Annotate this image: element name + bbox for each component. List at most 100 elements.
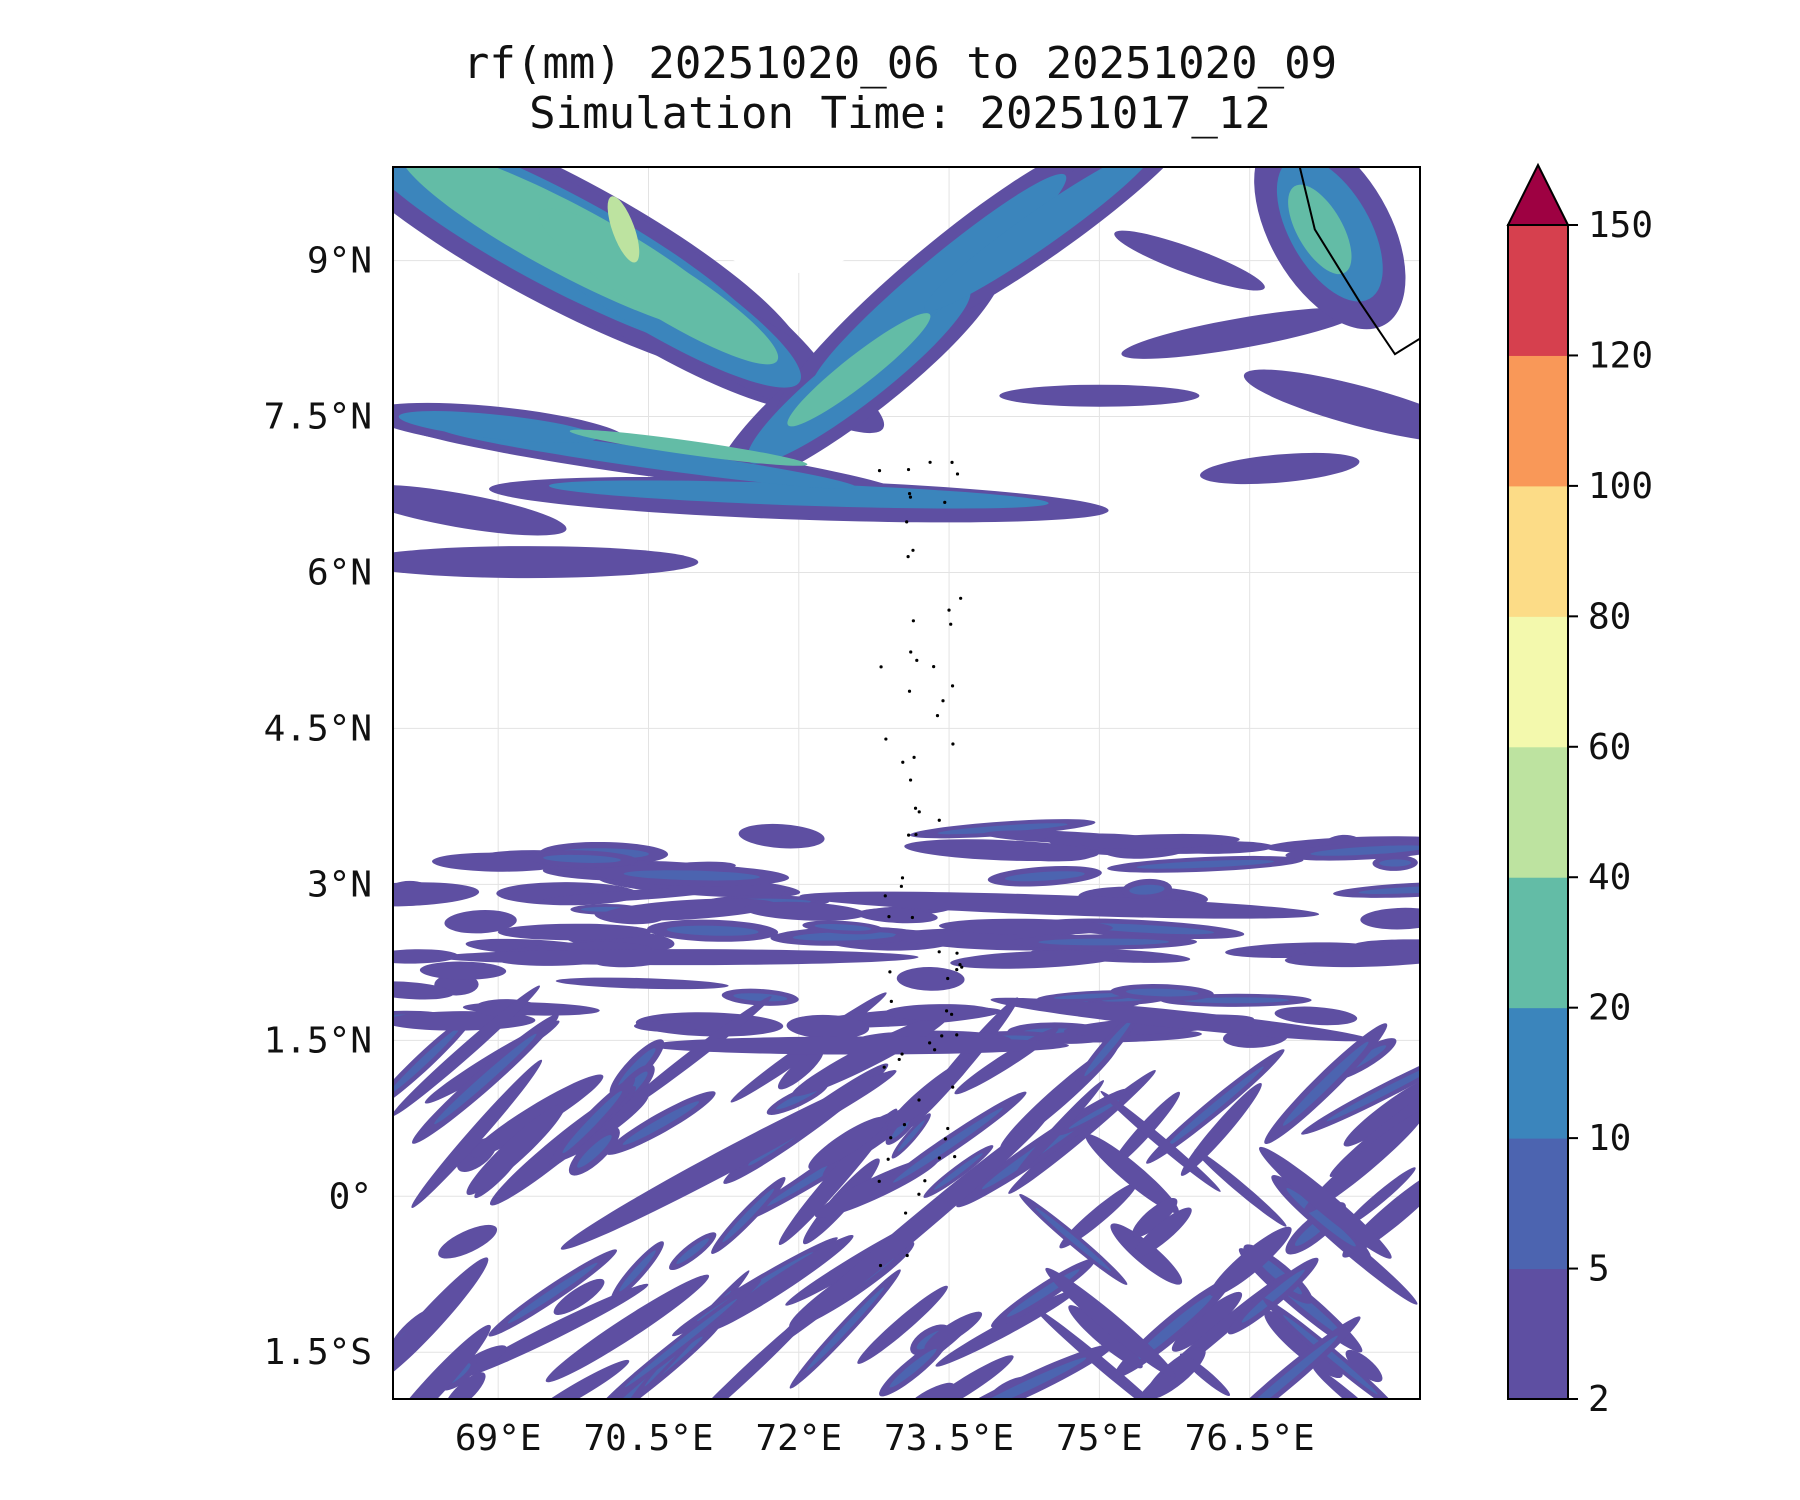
rain-streak-south (466, 1103, 566, 1196)
rain-streak-south-5mm (1310, 845, 1420, 856)
atoll-island (935, 714, 940, 718)
atoll-island (907, 492, 912, 496)
rain-streak-south-5mm (937, 823, 1068, 835)
rain-streak-south (555, 977, 729, 990)
rain-streak-south-5mm (618, 1048, 656, 1087)
rain-band-north (393, 484, 567, 536)
rain-streak-south-5mm (393, 1026, 461, 1095)
atoll-island (943, 1137, 948, 1141)
rain-streak-south (904, 839, 1099, 862)
atoll-island (889, 1136, 893, 1140)
rain-streak-south-5mm (893, 1107, 1003, 1183)
atoll-island (941, 699, 945, 703)
rain-streak-south (1360, 907, 1420, 930)
rain-streak-south-5mm (934, 1153, 983, 1190)
rain-streak-long (990, 997, 1369, 1042)
rain-streak-south (1210, 1226, 1292, 1297)
atoll-island (955, 472, 960, 476)
rainfall-field (393, 167, 1420, 1399)
atoll-island (910, 915, 914, 920)
rain-streak-south (461, 1283, 649, 1378)
colorbar-segment (1508, 1268, 1568, 1400)
y-tick-label: 6°N (307, 552, 372, 593)
rain-streak-south-5mm (1136, 859, 1275, 869)
rain-streak-south (634, 1020, 700, 1032)
atoll-island (937, 1156, 941, 1160)
colorbar-extend-arrow (1506, 162, 1570, 226)
atoll-island (950, 460, 954, 464)
rain-streak-south-5mm (722, 1188, 775, 1243)
atoll-island (917, 1192, 921, 1196)
rain-streak-south (896, 967, 965, 991)
rain-streak-south (738, 823, 825, 849)
rain-streak-south-5mm (1358, 885, 1420, 894)
rain-band-north-20mm (787, 313, 931, 427)
y-tick-label: 1.5°N (264, 1020, 372, 1061)
rain-streak-south (935, 1289, 1078, 1367)
atoll-island (917, 810, 921, 814)
rain-band-north-20mm (538, 208, 779, 365)
atoll-island (888, 970, 892, 974)
rain-streak-south (393, 985, 540, 1117)
rain-streak-south (743, 901, 866, 921)
y-tick-label: 7.5°N (264, 397, 372, 438)
rain-streak-south-5mm (792, 931, 897, 941)
rain-streak-south (525, 1359, 630, 1399)
atoll-island (933, 1048, 937, 1052)
colorbar-segment (1508, 1007, 1568, 1139)
colorbar-tick-label: 60 (1588, 727, 1631, 768)
rain-streak-south (1132, 1197, 1178, 1238)
rain-streak-south (1259, 1146, 1392, 1259)
atoll-island (937, 950, 941, 954)
atoll-island (946, 976, 950, 981)
atoll-island (943, 500, 947, 505)
rain-streak-long (770, 1116, 1048, 1349)
atoll-island (908, 495, 913, 499)
atoll-island (908, 778, 913, 782)
rain-streak-south (1100, 1090, 1221, 1192)
rain-streak-south (1014, 1080, 1105, 1177)
rain-streak-south-5mm (1183, 997, 1289, 1004)
atoll-island (917, 1098, 921, 1102)
atoll-island (912, 755, 916, 759)
colorbar-segment (1508, 225, 1568, 356)
rain-streak-south (1345, 1167, 1416, 1227)
atoll-island (902, 1123, 907, 1127)
colorbar-segment (1508, 485, 1568, 617)
rain-streak-long (438, 949, 919, 966)
y-axis: 9°N 7.5°N 6°N 4.5°N 3°N 1.5°N 0° 1.5°S (264, 241, 372, 1374)
rain-streak-south-5mm (1084, 1020, 1132, 1077)
rain-contours (393, 167, 1420, 1399)
colorbar-segment (1508, 877, 1568, 1009)
colorbar-segment (1508, 355, 1568, 487)
rain-streak-south-5mm (889, 1348, 937, 1388)
rain-streak-south (1312, 1366, 1387, 1399)
rain-streak-south (1068, 1305, 1143, 1369)
rain-streak-south (393, 1257, 489, 1384)
atoll-island (887, 915, 891, 919)
rain-streak-south (1045, 1267, 1176, 1378)
rain-streak-south (470, 1074, 604, 1158)
rain-streak-south (1194, 1149, 1287, 1227)
rain-streak-south-5mm (806, 1287, 885, 1371)
atoll-island (937, 818, 941, 822)
atoll-island (955, 951, 959, 955)
rain-streak-south-5mm (814, 924, 872, 931)
colorbar-tick-label: 20 (1588, 988, 1631, 1029)
atoll-island (903, 1211, 908, 1215)
rain-streak-south-5mm (1053, 993, 1131, 1000)
rain-streak-south (602, 898, 777, 921)
rain-streak-south (906, 1382, 955, 1399)
rain-streak-south-5mm (1286, 1188, 1356, 1247)
colorbar-tick-label: 100 (1588, 466, 1653, 507)
rain-streak-south-5mm (624, 1298, 738, 1388)
y-tick-label: 1.5°S (264, 1332, 372, 1373)
atoll-island (953, 1155, 957, 1159)
rain-streak-south-5mm (1166, 1066, 1264, 1147)
rain-streak-south (708, 1234, 854, 1332)
rain-streak-south-5mm (1379, 859, 1412, 867)
colorbar-tick-label: 5 (1588, 1249, 1610, 1290)
rain-streak-south-5mm (962, 1357, 1087, 1399)
atoll-island (911, 619, 915, 623)
